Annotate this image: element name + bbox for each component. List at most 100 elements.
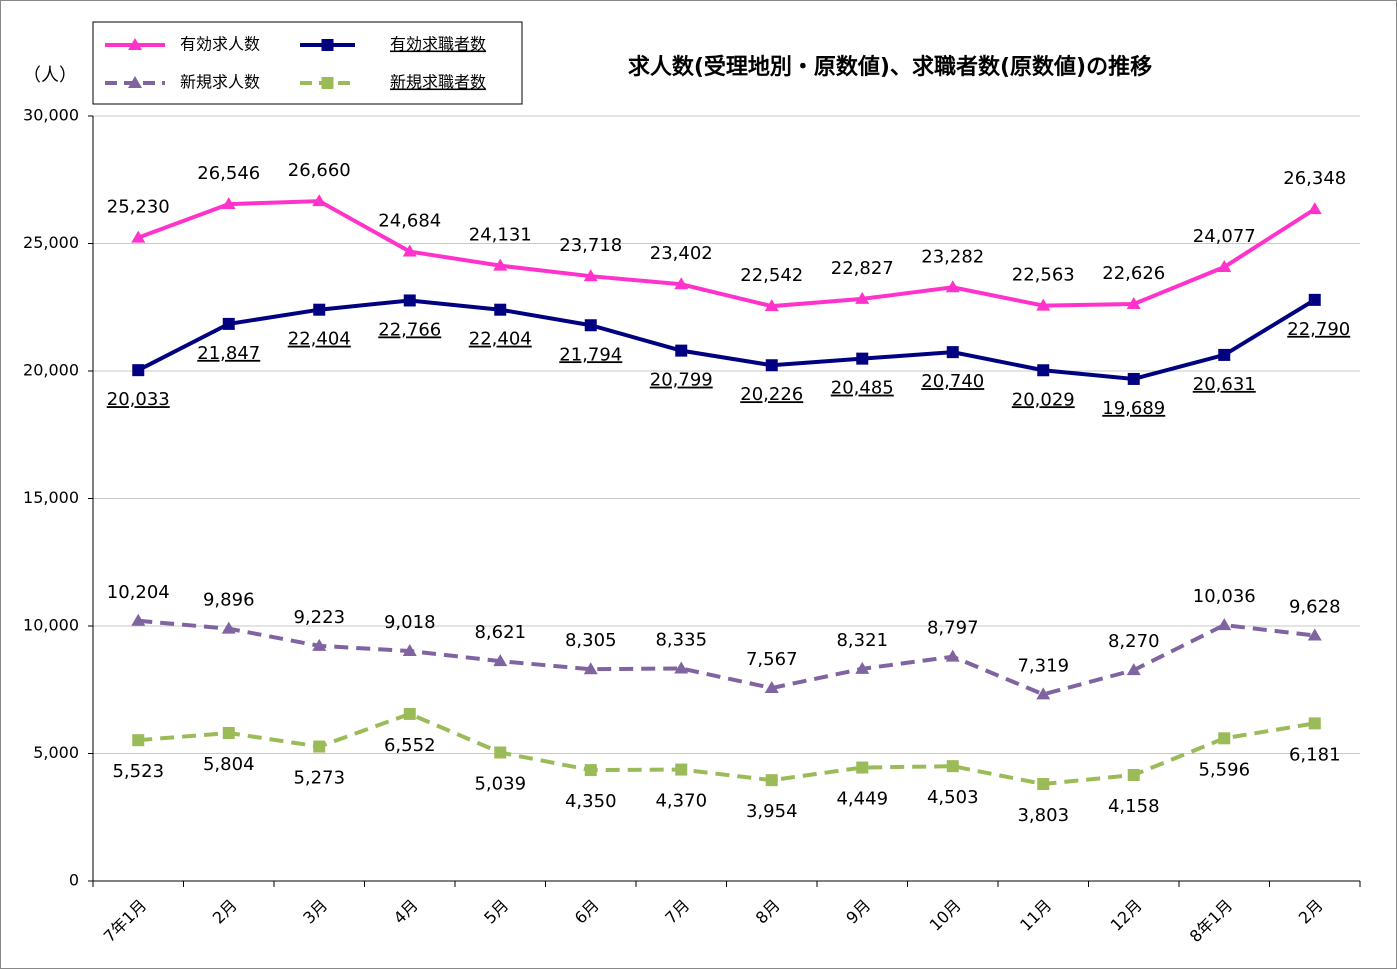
series-line [138,618,1315,697]
data-label: 4,449 [836,789,888,810]
marker [1308,717,1321,730]
data-label: 22,404 [469,329,532,350]
marker [1217,260,1232,273]
marker [1218,348,1231,361]
data-label: 24,077 [1193,226,1256,247]
data-label: 22,626 [1102,263,1165,284]
data-label: 8,321 [836,630,888,651]
data-label: 8,270 [1108,631,1160,652]
marker [494,303,507,316]
marker [321,77,334,89]
marker [1217,618,1232,631]
data-label: 7,567 [746,649,798,670]
data-label: 9,896 [203,590,255,611]
data-label: 24,684 [378,211,441,232]
marker [583,269,598,282]
marker [945,649,960,662]
marker [674,277,689,290]
marker [945,280,960,293]
data-label: 22,404 [288,329,351,350]
marker [128,76,142,88]
marker [675,763,688,776]
data-label: 5,273 [293,768,345,789]
marker [856,352,869,365]
data-label: 20,033 [107,389,170,410]
marker [222,726,235,739]
marker [321,39,334,51]
marker [222,317,235,330]
marker [1037,778,1050,791]
data-label: 22,563 [1012,265,1075,286]
data-label: 8,621 [474,622,526,643]
marker [313,303,326,316]
marker [856,761,869,774]
marker [131,613,146,626]
data-label: 6,552 [384,735,436,756]
marker [1218,732,1231,745]
data-label: 4,370 [655,791,707,812]
data-label: 3,954 [746,801,798,822]
y-tick-label: 0 [69,871,79,890]
data-label: 9,223 [293,607,345,628]
marker [584,319,597,332]
legend-label: 新規求人数 [180,73,260,92]
marker [132,364,145,377]
data-label: 26,660 [288,160,351,181]
marker [1126,297,1141,310]
legend-box [92,21,523,105]
marker [132,734,145,747]
data-label: 26,348 [1283,168,1346,189]
data-label: 24,131 [469,225,532,246]
marker [493,654,508,667]
marker [1127,768,1140,781]
marker [221,197,236,210]
marker [855,291,870,304]
data-label: 8,797 [927,618,979,639]
marker [312,194,327,207]
data-label: 3,803 [1017,805,1069,826]
data-label: 20,799 [650,370,713,391]
marker [946,760,959,773]
data-label: 8,335 [655,629,707,650]
data-label: 9,628 [1289,596,1341,617]
chart-title: 求人数(受理地別・原数値)、求職者数(原数値)の推移 [628,54,1152,80]
data-label: 5,596 [1198,759,1250,780]
data-label: 4,350 [565,791,617,812]
data-label: 20,226 [740,384,803,405]
data-label: 25,230 [107,197,170,218]
marker [221,621,236,634]
marker [402,244,417,257]
marker [1307,202,1322,215]
series-line [137,199,1316,309]
y-unit: （人） [23,65,77,86]
data-label: 10,204 [107,582,170,603]
y-tick-label: 25,000 [23,233,79,252]
marker [402,644,417,657]
marker [403,707,416,720]
y-tick-label: 20,000 [23,361,79,380]
marker [1308,293,1321,306]
data-label: 10,036 [1193,586,1256,607]
marker [494,746,507,759]
data-label: 4,503 [927,787,979,808]
y-tick-label: 15,000 [23,488,79,507]
data-label: 4,158 [1108,796,1160,817]
data-label: 20,740 [921,371,984,392]
data-label: 5,039 [474,774,526,795]
marker [764,681,779,694]
series-line [138,711,1316,787]
marker [493,258,508,271]
marker [403,294,416,307]
marker [946,346,959,359]
data-label: 23,402 [650,243,713,264]
legend-label: 有効求職者数 [390,35,486,54]
data-label: 22,766 [378,319,441,340]
marker [855,661,870,674]
data-label: 22,542 [740,265,803,286]
marker [1127,372,1140,385]
marker [1126,663,1141,676]
marker [1307,628,1322,641]
data-label: 20,631 [1193,374,1256,395]
